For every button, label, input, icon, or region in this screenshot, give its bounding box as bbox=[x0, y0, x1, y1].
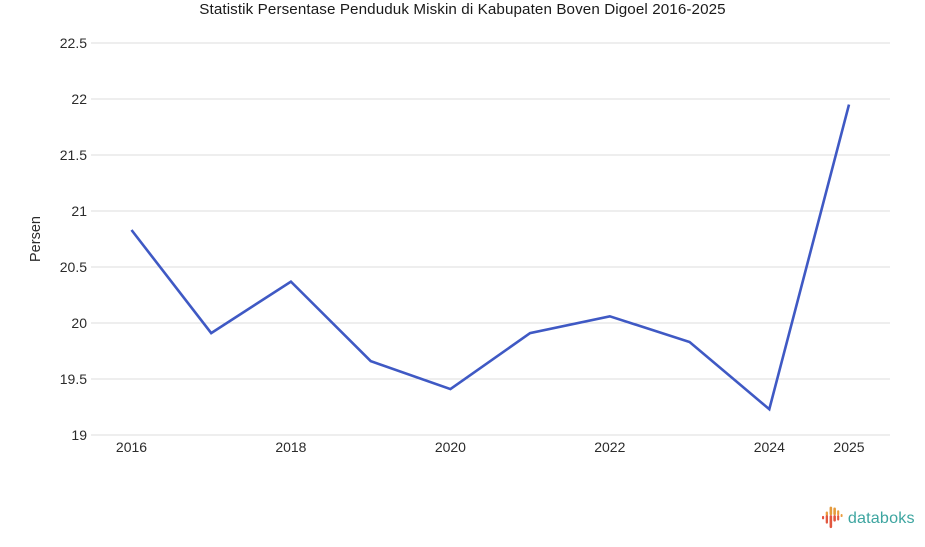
svg-text:databoks: databoks bbox=[848, 509, 915, 527]
